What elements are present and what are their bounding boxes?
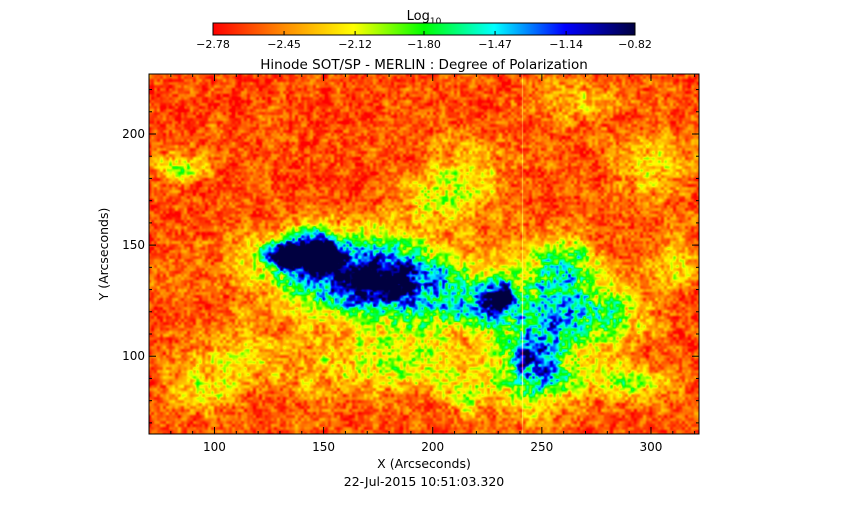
colorbar-tick-label: −2.12 xyxy=(338,38,372,51)
x-tick-label: 300 xyxy=(640,440,663,454)
colorbar: −2.78 −2.45 −2.12 −1.80 −1.47 −1.14 −0.82 xyxy=(196,22,652,51)
colorbar-tick-label: −0.82 xyxy=(618,38,652,51)
y-tick-label: 200 xyxy=(122,127,145,141)
observation-timestamp: 22-Jul-2015 10:51:03.320 xyxy=(344,474,505,489)
colorbar-tick-label: −2.78 xyxy=(196,38,230,51)
plot-frame xyxy=(148,73,700,435)
x-axis-ticks: 100 150 200 250 300 xyxy=(148,74,696,454)
plot-area: 100 150 200 250 300 100 150 200 xyxy=(122,73,700,454)
y-axis-ticks: 100 150 200 xyxy=(122,89,699,424)
heatmap-image-container xyxy=(149,74,699,434)
y-tick-label: 150 xyxy=(122,238,145,252)
chart-title: Hinode SOT/SP - MERLIN : Degree of Polar… xyxy=(260,57,588,73)
heatmap-image xyxy=(149,74,699,434)
x-axis-label: X (Arcseconds) xyxy=(377,456,471,471)
colorbar-ticks: −2.78 −2.45 −2.12 −1.80 −1.47 −1.14 −0.82 xyxy=(196,31,652,51)
colorbar-title: Log10 xyxy=(407,9,442,27)
x-tick-label: 200 xyxy=(421,440,444,454)
colorbar-title-base: Log xyxy=(407,9,430,24)
colorbar-tick-label: −1.14 xyxy=(549,38,583,51)
y-axis-label: Y (Arcseconds) xyxy=(96,208,111,302)
colorbar-tick-label: −1.47 xyxy=(478,38,512,51)
y-tick-label: 100 xyxy=(122,349,145,363)
x-tick-label: 250 xyxy=(530,440,553,454)
x-tick-label: 100 xyxy=(203,440,226,454)
colorbar-tick-label: −2.45 xyxy=(267,38,301,51)
colorbar-tick-label: −1.80 xyxy=(407,38,441,51)
colorbar-title-subscript: 10 xyxy=(430,17,442,27)
x-tick-label: 150 xyxy=(312,440,335,454)
